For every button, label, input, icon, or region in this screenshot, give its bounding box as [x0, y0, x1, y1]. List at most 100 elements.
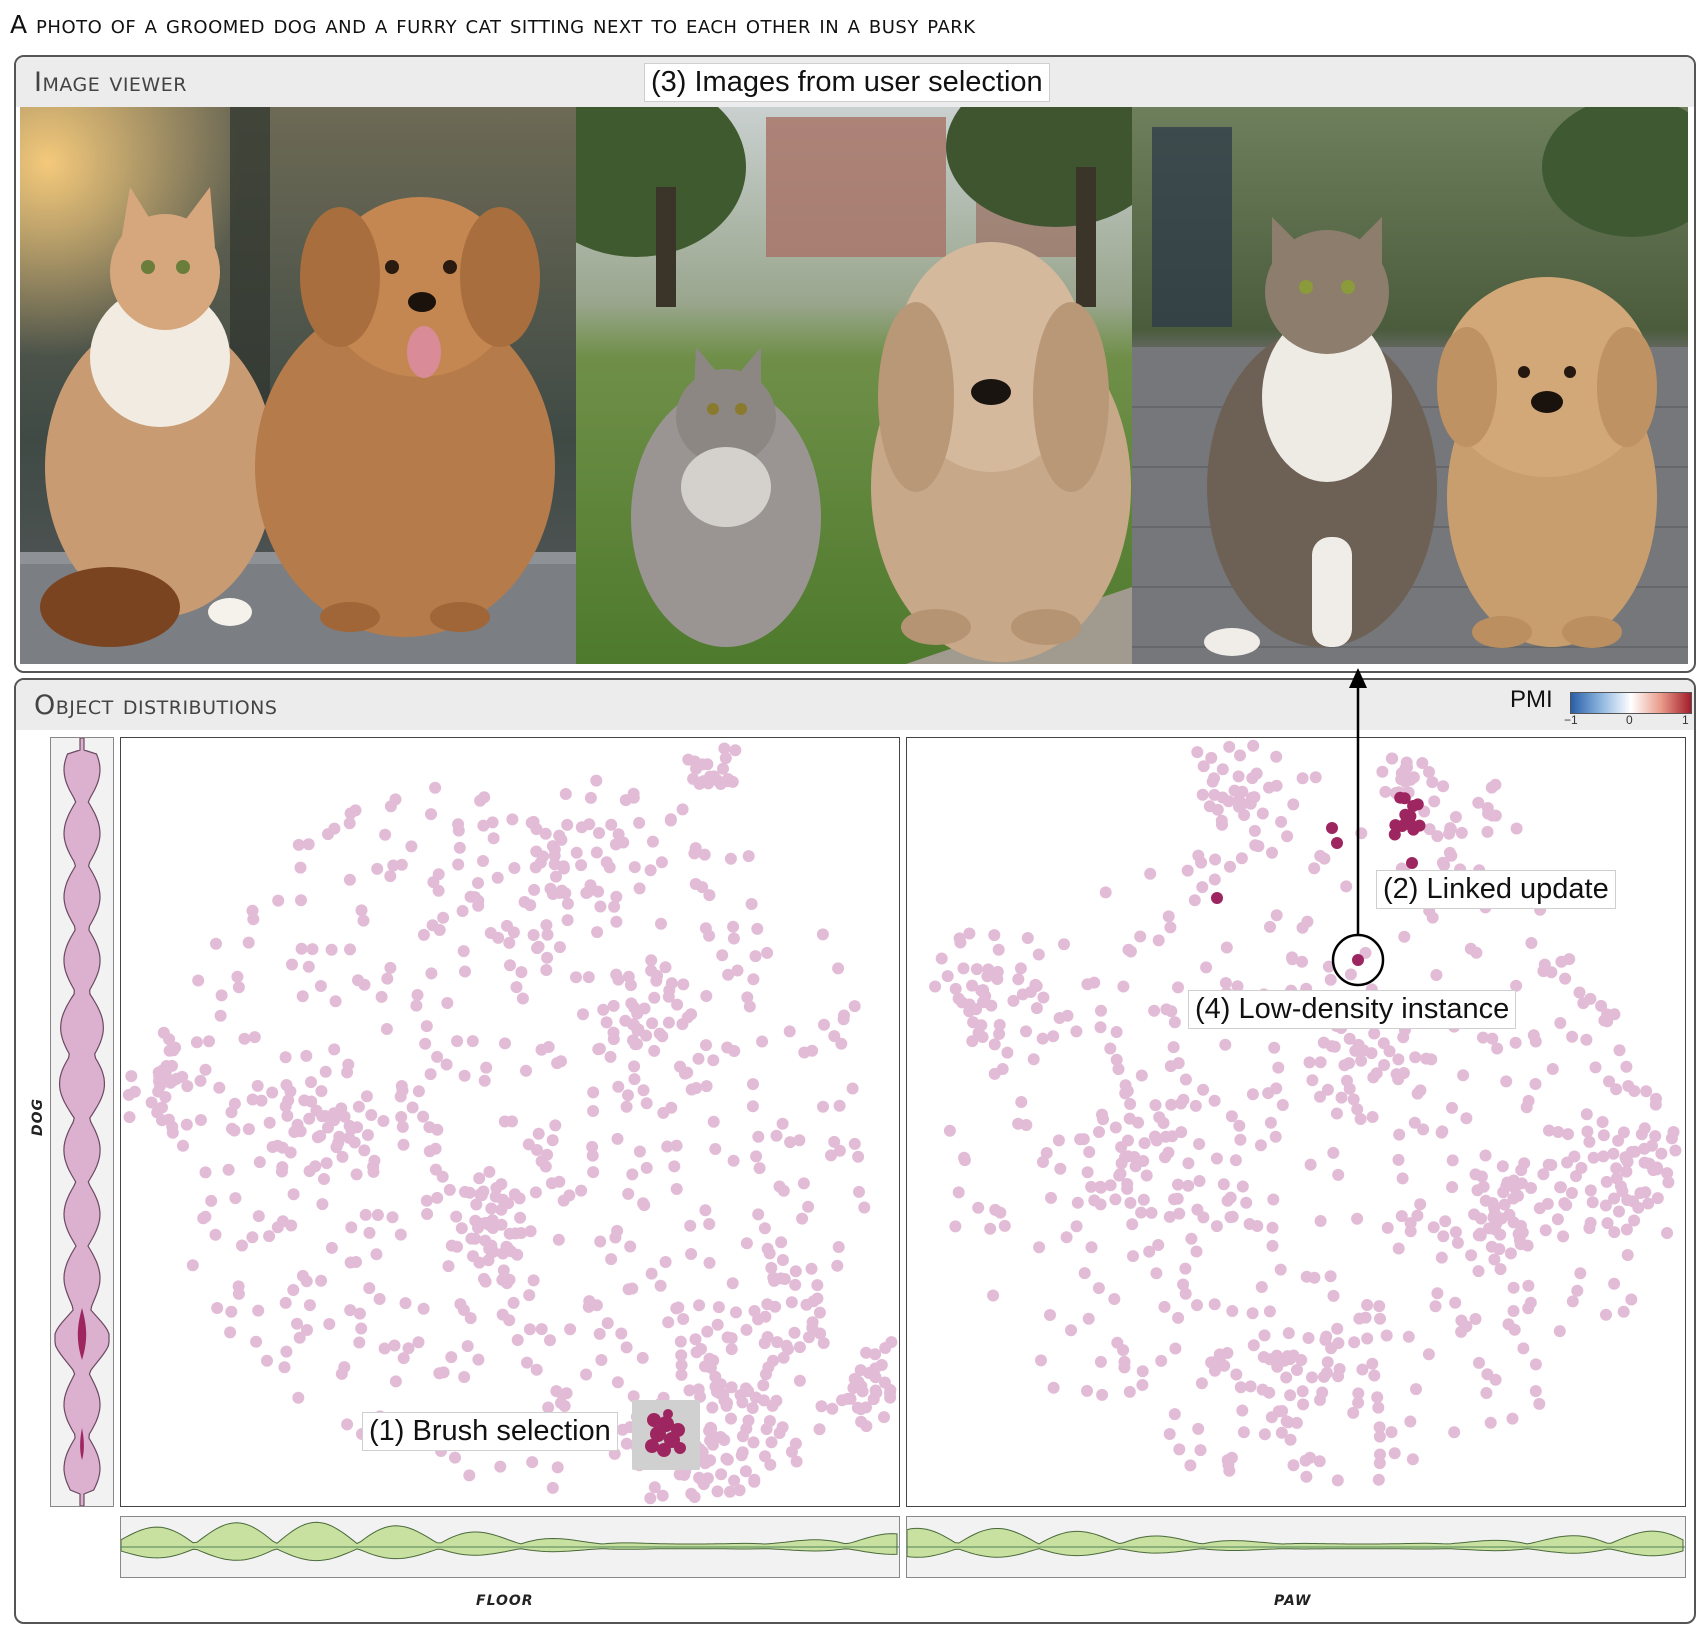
scatter-point[interactable] — [975, 1019, 988, 1032]
scatter-point[interactable] — [527, 1274, 540, 1287]
scatter-point[interactable] — [998, 1219, 1011, 1232]
scatter-point[interactable] — [498, 1115, 511, 1128]
scatter-point[interactable] — [1313, 1455, 1326, 1468]
scatter-point[interactable] — [1177, 1093, 1190, 1106]
scatter-point[interactable] — [1557, 1230, 1570, 1243]
scatter-point[interactable] — [1196, 881, 1209, 894]
scatter-point[interactable] — [344, 1256, 357, 1269]
scatter-point[interactable] — [1565, 1187, 1578, 1199]
scatter-point[interactable] — [1586, 1196, 1599, 1209]
scatter-point[interactable] — [626, 1168, 639, 1181]
scatter-point[interactable] — [1435, 1251, 1448, 1264]
scatter-point[interactable] — [1374, 1448, 1386, 1461]
scatter-point[interactable] — [665, 1101, 678, 1114]
scatter-point[interactable] — [1164, 921, 1177, 934]
scatter-point[interactable] — [1255, 1281, 1268, 1293]
scatter-point[interactable] — [715, 1468, 728, 1481]
scatter-point[interactable] — [232, 981, 245, 994]
scatter-point[interactable] — [431, 1123, 444, 1136]
scatter-point[interactable] — [584, 791, 597, 804]
scatter-point[interactable] — [1628, 1214, 1641, 1227]
scatter-point[interactable] — [747, 973, 760, 986]
scatter-point[interactable] — [1240, 1196, 1253, 1209]
scatter-point[interactable] — [770, 1394, 783, 1407]
scatter-point[interactable] — [420, 1194, 433, 1207]
scatter-point[interactable] — [1597, 1129, 1610, 1142]
scatter-point[interactable] — [524, 899, 537, 912]
scatter-point[interactable] — [159, 1091, 172, 1103]
scatter-point[interactable] — [748, 1305, 761, 1317]
scatter-point[interactable] — [1509, 1036, 1522, 1049]
scatter-point[interactable] — [675, 1368, 688, 1381]
scatter-point[interactable] — [520, 1064, 532, 1077]
scatter-point[interactable] — [733, 1484, 746, 1497]
scatter-point[interactable] — [1383, 1045, 1396, 1058]
scatter-point[interactable] — [1439, 1215, 1452, 1228]
scatter-point[interactable] — [456, 905, 469, 917]
scatter-point[interactable] — [424, 1068, 437, 1081]
scatter-point[interactable] — [1431, 1287, 1444, 1300]
scatter-point[interactable] — [832, 1241, 845, 1253]
scatter-point[interactable] — [789, 1278, 802, 1291]
scatter-point[interactable] — [507, 1296, 520, 1309]
scatter-point[interactable] — [303, 1112, 316, 1125]
scatter-point[interactable] — [1035, 1354, 1047, 1367]
scatter-point[interactable] — [531, 1144, 543, 1156]
scatter-point[interactable] — [420, 1020, 433, 1033]
scatter-point[interactable] — [811, 1279, 824, 1292]
scatter-point[interactable] — [1355, 1054, 1368, 1067]
scatter-point[interactable] — [310, 1104, 323, 1117]
scatter-point[interactable] — [1108, 1293, 1121, 1305]
scatter-point[interactable] — [1165, 1005, 1178, 1018]
scatter-point[interactable] — [1539, 1224, 1552, 1237]
scatter-point[interactable] — [707, 1054, 720, 1067]
scatter-point[interactable] — [1208, 1364, 1221, 1377]
scatter-point[interactable] — [1473, 1356, 1485, 1369]
scatter-point[interactable] — [1281, 830, 1294, 843]
scatter-point[interactable] — [1275, 815, 1288, 828]
scatter-point[interactable] — [957, 962, 970, 975]
scatter-point[interactable] — [352, 1100, 365, 1113]
scatter-point[interactable] — [692, 1383, 705, 1396]
scatter-point[interactable] — [1430, 969, 1443, 981]
scatter-point[interactable] — [384, 870, 397, 883]
scatter-point[interactable] — [1300, 1470, 1313, 1483]
scatter-point[interactable] — [1166, 1130, 1179, 1143]
scatter-point[interactable] — [885, 1336, 898, 1349]
scatter-point[interactable] — [157, 1072, 170, 1085]
scatter-point[interactable] — [1638, 1122, 1651, 1135]
scatter-point[interactable] — [214, 1009, 227, 1022]
scatter-point[interactable] — [451, 1035, 464, 1048]
scatter-point[interactable] — [1529, 1385, 1542, 1398]
scatter-point[interactable] — [523, 1289, 536, 1302]
scatter-point[interactable] — [459, 1185, 471, 1198]
scatter-point[interactable] — [1559, 972, 1572, 985]
scatter-point[interactable] — [1266, 846, 1278, 859]
scatter-point[interactable] — [1650, 1163, 1663, 1176]
scatter-point[interactable] — [373, 1293, 386, 1305]
floor-scatter-plot[interactable] — [120, 737, 900, 1507]
scatter-point[interactable] — [1486, 1032, 1499, 1045]
scatter-point[interactable] — [735, 1449, 748, 1462]
scatter-point[interactable] — [1537, 1168, 1550, 1181]
scatter-point[interactable] — [745, 898, 758, 910]
scatter-point[interactable] — [375, 990, 388, 1003]
scatter-point[interactable] — [1182, 1179, 1195, 1192]
scatter-point[interactable] — [1566, 1295, 1579, 1308]
scatter-point[interactable] — [475, 1189, 488, 1202]
scatter-point[interactable] — [825, 1149, 837, 1162]
scatter-point[interactable] — [1381, 1221, 1394, 1234]
scatter-point[interactable] — [1613, 1044, 1626, 1057]
scatter-point[interactable] — [1276, 1099, 1289, 1111]
scatter-point[interactable] — [1185, 1232, 1198, 1245]
scatter-point[interactable] — [1481, 825, 1494, 838]
scatter-point[interactable] — [410, 999, 423, 1012]
scatter-point[interactable] — [941, 970, 954, 983]
selected-scatter-point[interactable] — [1406, 857, 1418, 869]
scatter-point[interactable] — [263, 1116, 276, 1129]
scatter-point[interactable] — [869, 1348, 882, 1361]
scatter-point[interactable] — [1229, 1154, 1242, 1167]
scatter-point[interactable] — [675, 1359, 688, 1372]
scatter-point[interactable] — [717, 762, 729, 775]
scatter-point[interactable] — [952, 1186, 965, 1199]
